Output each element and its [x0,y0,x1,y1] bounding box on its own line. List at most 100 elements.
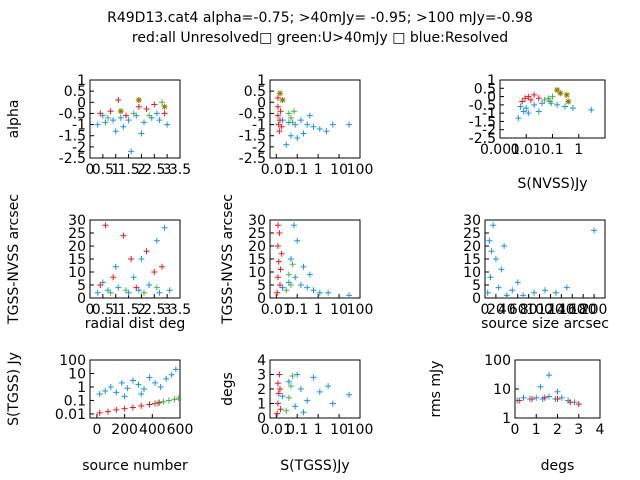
data-point [537,383,544,390]
series-red [97,222,165,291]
y-tick-label: 5 [257,278,266,294]
x-tick-label: 100 [347,302,374,318]
x-tick-label: 10 [330,422,348,438]
data-point [515,115,522,122]
data-point [567,399,574,406]
y-tick-label: -2.5 [469,131,496,147]
y-tick-label: -2 [252,140,266,156]
series-blue [484,222,598,299]
data-point [135,103,142,110]
x-tick-label: 1 [532,422,541,438]
y-tick-label: -1 [252,118,266,134]
x-axis-label: source number [82,458,188,474]
data-point [123,287,129,294]
data-point [274,289,281,296]
data-point [278,123,285,130]
data-point [514,279,521,286]
data-point [523,105,530,112]
data-point [118,379,125,386]
x-tick-label: 1 [314,162,323,178]
data-point [346,121,353,128]
data-point [487,274,494,281]
data-point [546,393,552,400]
y-tick-label: 10 [68,366,86,382]
plot-frame [89,219,181,299]
series-green [154,395,182,407]
data-point [277,108,284,115]
x-tick-label: 100 [347,422,374,438]
y-tick-label: 15 [463,252,481,268]
data-point [346,391,353,398]
y-tick-label: 0 [257,95,266,111]
data-point [552,289,559,296]
data-point [120,123,127,130]
data-point [113,406,120,413]
x-tick-label: 3 [163,302,172,318]
data-point [172,366,179,373]
plot-frame [269,79,361,159]
y-tick-label: 4 [257,353,266,369]
data-point [300,409,307,416]
x-axis-label: radial dist deg [85,316,185,332]
data-point [287,114,294,121]
y-tick-label: 1 [257,397,266,413]
data-point [591,227,598,234]
data-point [287,256,294,262]
data-point [160,398,167,405]
data-point [509,287,516,294]
data-point [563,284,570,291]
x-tick-label: 3.5 [169,302,191,318]
series-green [283,261,296,294]
data-point [276,230,283,236]
data-point [151,101,158,108]
x-tick-label: 0 [481,302,490,318]
data-point [575,401,582,408]
x-tick-label: 3 [163,162,172,178]
data-point [535,95,542,102]
data-point [97,110,104,117]
y-tick-label: 10 [463,265,481,281]
data-point [130,274,137,281]
y-tick-label: -1 [72,118,86,134]
data-point [285,110,292,117]
data-point [107,289,114,296]
series-olive [276,90,286,104]
y-tick-label: 20 [68,239,86,255]
data-point [304,284,311,291]
series-red [274,94,285,135]
series-green [105,99,165,121]
data-point [146,374,153,381]
data-point [153,237,160,244]
data-point [292,403,299,410]
data-point [297,282,304,288]
data-point [522,95,529,102]
y-tick-label: -1.5 [239,129,266,145]
x-tick-label: 10 [330,302,348,318]
data-point [294,371,301,378]
data-point [156,289,163,296]
data-point [294,134,301,141]
data-point [346,292,353,299]
data-point [125,117,132,124]
data-point [276,117,283,124]
data-point [531,289,538,296]
data-point [94,121,101,128]
data-point [128,148,135,155]
x-axis-label: degs [541,458,575,474]
series-green [541,93,556,107]
data-point [115,97,122,104]
data-point [129,377,136,384]
x-tick-label: 2 [553,422,562,438]
data-point [484,289,491,296]
data-point [554,396,561,403]
y-tick-label: 0 [472,291,481,307]
series-red [96,399,163,416]
data-point [146,112,153,119]
x-tick-label: 10 [330,162,348,178]
data-point [495,284,502,291]
data-point [112,128,119,135]
series-blue [279,222,353,299]
x-tick-label: 140 [548,302,575,318]
